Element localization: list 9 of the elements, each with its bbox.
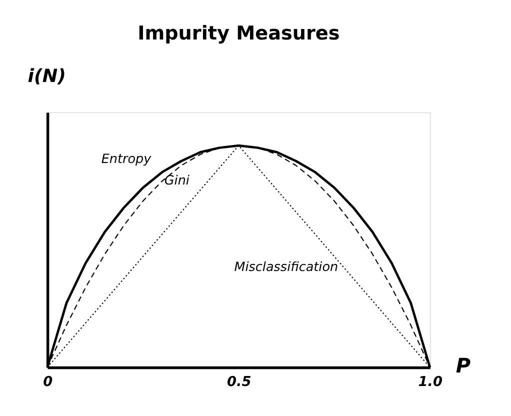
y-axis-title: i(N) — [28, 66, 66, 87]
series-label: Entropy — [101, 152, 152, 168]
x-axis-title: P — [456, 353, 471, 378]
x-tick-label: 0.5 — [227, 374, 252, 390]
x-tick-label: 0 — [43, 374, 54, 390]
series-label: Misclassification — [234, 260, 338, 276]
series-label: Gini — [164, 174, 190, 189]
x-tick-label: 1.0 — [418, 374, 443, 390]
chart-title: Impurity Measures — [138, 21, 340, 44]
